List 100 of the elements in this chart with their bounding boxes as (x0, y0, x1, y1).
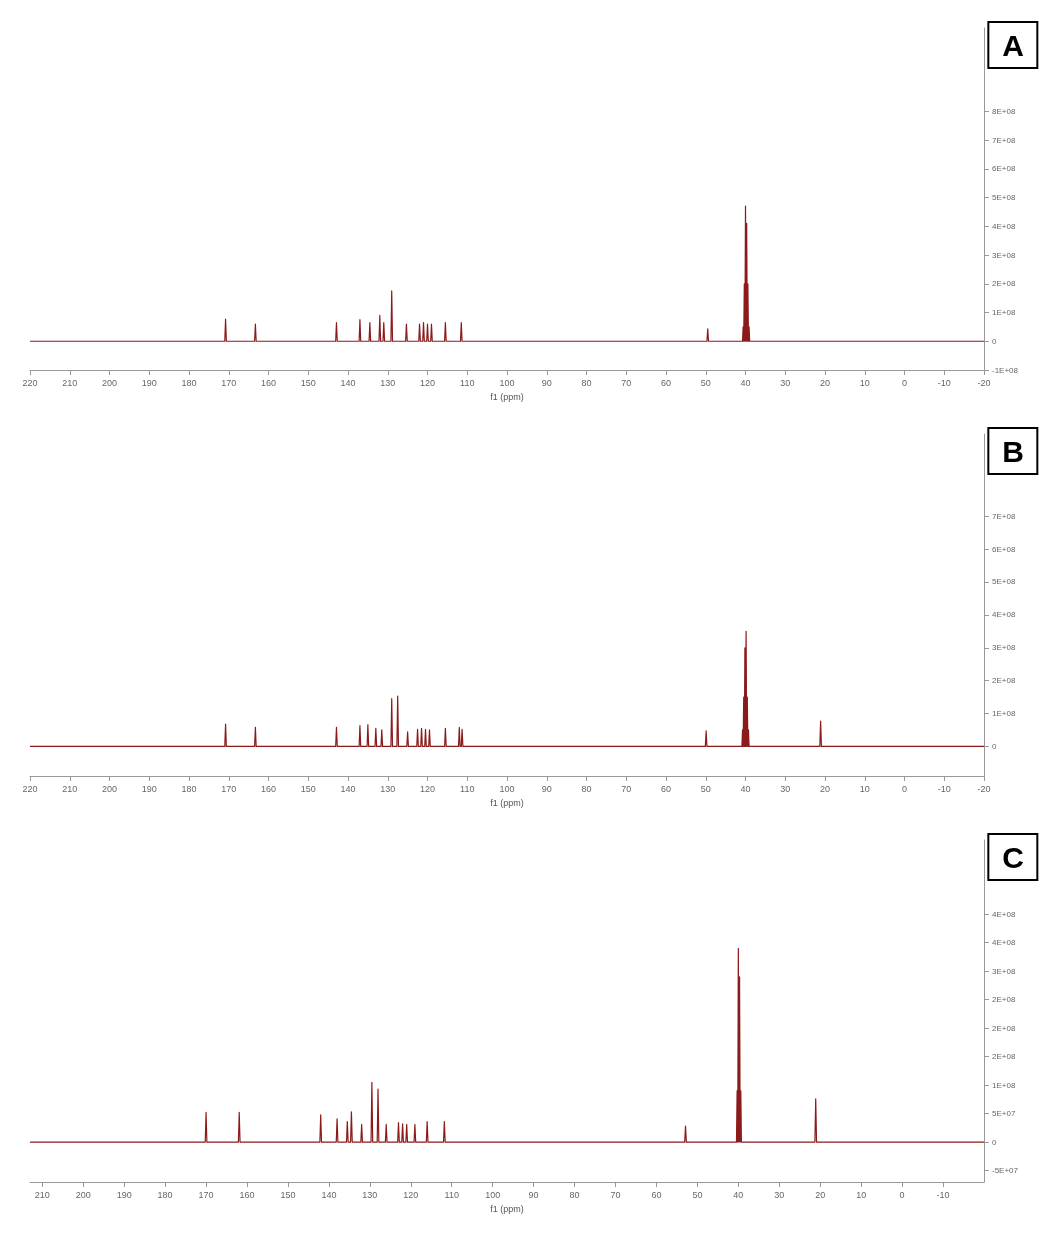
y-tick-label: 5E+07 (992, 1109, 1016, 1119)
x-tick-label: 150 (300, 783, 316, 794)
x-tick-label: 50 (700, 783, 711, 794)
x-tick-label: 70 (621, 377, 632, 388)
x-tick-label: 40 (733, 1189, 744, 1200)
x-tick-label: 160 (260, 783, 277, 794)
y-tick-label: 8E+08 (992, 106, 1016, 116)
y-tick-label: 5E+08 (992, 193, 1016, 203)
y-tick-label: 3E+08 (992, 966, 1016, 976)
y-tick-label: 1E+08 (992, 1080, 1016, 1090)
y-tick-label: 6E+08 (992, 164, 1016, 174)
x-tick-label: 70 (621, 783, 632, 794)
x-tick-label: 30 (774, 1189, 785, 1200)
x-tick-label: -10 (936, 1189, 950, 1200)
y-tick-label: -5E+07 (992, 1166, 1019, 1176)
x-axis-title: f1 (ppm) (490, 1203, 524, 1214)
y-tick-label: 4E+08 (992, 909, 1016, 919)
x-tick-label: 120 (419, 783, 436, 794)
y-tick-label: 7E+08 (992, 135, 1016, 145)
x-tick-label: 170 (221, 783, 237, 794)
y-tick-label: 7E+08 (992, 511, 1016, 521)
x-tick-label: 160 (239, 1189, 255, 1200)
x-tick-label: 140 (321, 1189, 337, 1200)
y-tick-label: 2E+08 (992, 1023, 1016, 1033)
x-tick-label: 100 (499, 377, 515, 388)
x-tick-label: 70 (610, 1189, 621, 1200)
y-tick-label: 0 (992, 1137, 997, 1147)
x-tick-label: 210 (62, 377, 78, 388)
y-tick-label: 2E+08 (992, 676, 1016, 686)
x-tick-label: -10 (937, 783, 951, 794)
y-tick-label: 4E+08 (992, 221, 1016, 231)
x-tick-label: 200 (75, 1189, 91, 1200)
x-tick-label: 150 (280, 1189, 296, 1200)
x-tick-label: -20 (977, 783, 991, 794)
x-tick-label: 20 (819, 377, 831, 388)
x-tick-label: 150 (300, 377, 316, 388)
x-tick-label: 190 (141, 377, 157, 388)
y-tick-label: 1E+08 (992, 308, 1016, 318)
x-tick-label: 20 (815, 1189, 826, 1200)
x-tick-label: 130 (380, 783, 396, 794)
x-tick-label: 170 (198, 1189, 214, 1200)
x-tick-label: 140 (340, 783, 356, 794)
x-tick-label: 80 (581, 783, 592, 794)
x-tick-label: 90 (541, 377, 552, 388)
x-tick-label: 10 (856, 1189, 867, 1200)
x-tick-label: 130 (362, 1189, 378, 1200)
chart-title: C (1002, 840, 1025, 874)
x-tick-label: 180 (157, 1189, 173, 1200)
y-tick-label: 0 (992, 336, 997, 346)
x-tick-label: 190 (141, 783, 157, 794)
y-tick-label: 3E+08 (992, 250, 1016, 260)
x-tick-label: 100 (499, 783, 515, 794)
y-tick-label: 4E+08 (992, 938, 1016, 948)
x-tick-label: 110 (460, 783, 475, 794)
x-tick-label: 0 (901, 377, 908, 388)
x-tick-label: 50 (692, 1189, 703, 1200)
x-tick-label: 100 (485, 1189, 501, 1200)
x-tick-label: 40 (740, 783, 751, 794)
x-tick-label: 0 (899, 1189, 905, 1200)
x-tick-label: 220 (22, 783, 38, 794)
x-tick-label: 0 (901, 783, 908, 794)
y-tick-label: 0 (992, 741, 997, 751)
x-tick-label: 140 (340, 377, 356, 388)
x-tick-label: 180 (181, 783, 197, 794)
y-tick-label: 2E+08 (992, 1052, 1016, 1062)
y-tick-label: 2E+08 (992, 995, 1016, 1005)
x-tick-label: 30 (780, 377, 791, 388)
y-tick-label: 1E+08 (992, 709, 1016, 719)
line-series (29, 205, 985, 342)
x-tick-label: 160 (260, 377, 277, 388)
x-tick-label: 120 (403, 1189, 419, 1200)
x-tick-label: 190 (116, 1189, 132, 1200)
y-tick-label: 2E+08 (992, 279, 1016, 289)
y-tick-label: 5E+08 (992, 577, 1016, 587)
x-tick-label: -20 (977, 377, 991, 388)
y-tick-label: 3E+08 (992, 643, 1016, 653)
x-tick-label: 20 (819, 783, 831, 794)
x-tick-label: 10 (859, 377, 870, 388)
line-series (29, 947, 985, 1143)
x-tick-label: 90 (541, 783, 552, 794)
x-tick-label: 120 (419, 377, 436, 388)
x-tick-label: 80 (569, 1189, 580, 1200)
x-tick-label: 200 (101, 783, 118, 794)
x-tick-label: 50 (700, 377, 711, 388)
x-tick-label: 170 (221, 377, 237, 388)
x-tick-label: 60 (651, 1189, 662, 1200)
x-tick-label: 110 (444, 1189, 459, 1200)
y-tick-label: -1E+08 (992, 365, 1019, 375)
x-tick-label: 80 (581, 377, 592, 388)
x-tick-label: 60 (660, 783, 672, 794)
x-tick-label: 90 (528, 1189, 539, 1200)
x-axis-title: f1 (ppm) (490, 391, 524, 402)
x-tick-label: 180 (181, 377, 197, 388)
x-tick-label: 30 (780, 783, 791, 794)
x-axis-title: f1 (ppm) (490, 797, 524, 808)
chart-title: B (1002, 434, 1025, 468)
x-tick-label: 10 (859, 783, 870, 794)
x-tick-label: 60 (660, 377, 672, 388)
x-tick-label: 110 (460, 377, 475, 388)
chart-title: A (1002, 28, 1025, 62)
